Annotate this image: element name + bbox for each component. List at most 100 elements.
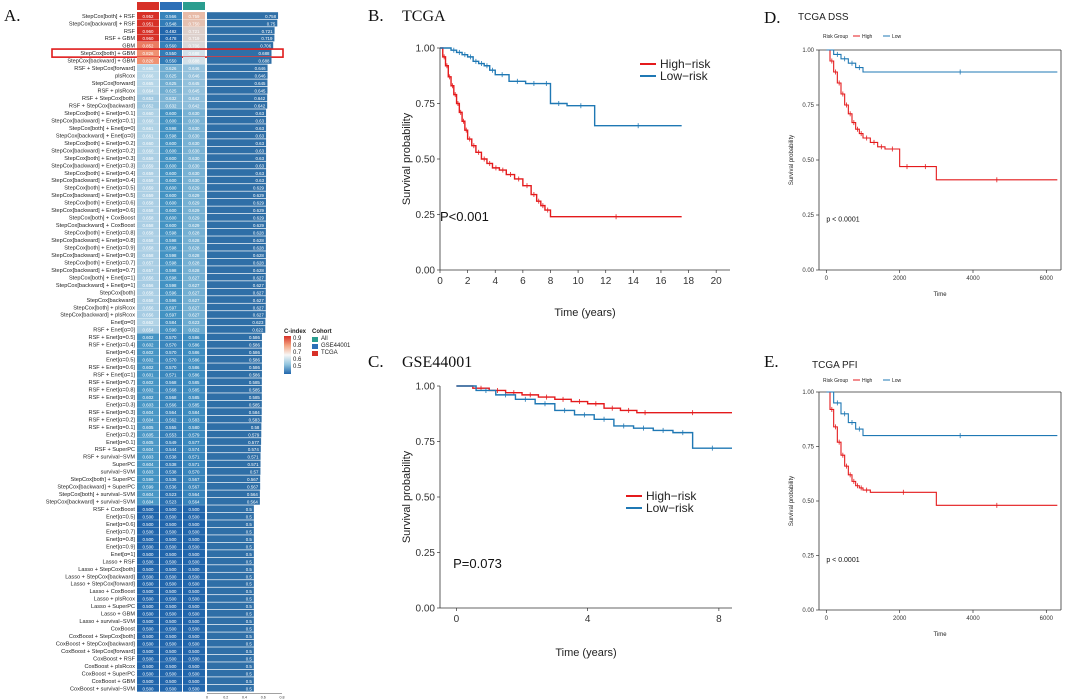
heatmap-cell-value: 0.660 (143, 141, 155, 146)
mean-bar (207, 550, 254, 557)
mean-bar-label: 0.629 (253, 201, 265, 206)
heatmap-row-label: StepCox[backward] + Enet[α=0.6] (51, 208, 135, 214)
heatmap-row-label: StepCox[both] + CoxBoost (69, 216, 136, 222)
heatmap-cell-value: 0.603 (143, 470, 155, 475)
heatmap-cell (183, 176, 205, 184)
km-plot-pfi: 0.00 0.25 0.50 0.75 1.00 0 2000 4000 6000 Time Sur… (783, 370, 1065, 640)
mean-bar (207, 79, 268, 87)
heatmap-cell-value: 0.500 (166, 664, 178, 669)
heatmap-cell-value: 0.598 (166, 268, 178, 273)
heatmap-cell (160, 348, 182, 356)
heatmap-cell-value: 0.560 (166, 44, 178, 49)
heatmap-cell-value: 0.688 (189, 59, 201, 64)
panel-title-e: TCGA PFI (812, 360, 858, 371)
heatmap-row-label: CoxBoost + plsRcox (84, 664, 135, 670)
mean-bar-label: 0.567 (247, 485, 259, 490)
heatmap-cell-value: 0.656 (143, 313, 155, 318)
heatmap-cell-value: 0.500 (166, 574, 178, 579)
heatmap-cell (160, 527, 182, 535)
heatmap-cell-value: 0.826 (143, 59, 155, 64)
heatmap-cell-value: 0.597 (166, 313, 178, 318)
heatmap-cell (183, 579, 205, 588)
cohort-swatch (312, 344, 319, 349)
heatmap-cell-value: 0.500 (143, 656, 155, 661)
heatmap-cell (183, 408, 205, 416)
heatmap-cell (183, 71, 205, 79)
heatmap-cell (137, 221, 159, 229)
heatmap-cell (183, 542, 205, 550)
heatmap-cell (160, 617, 182, 625)
heatmap-cell (183, 662, 205, 670)
mean-bar (207, 572, 254, 580)
heatmap-row-label: CoxBoost + survival−SVM (70, 686, 135, 692)
mean-bar (207, 228, 266, 236)
y-tick-label: 1.00 (416, 44, 436, 55)
heatmap-cell-value: 0.586 (189, 373, 201, 378)
mean-bar-label: 0.5 (246, 634, 253, 639)
mean-bar-label: 0.63 (256, 133, 265, 138)
heatmap-cell-value: 0.600 (166, 111, 178, 116)
heatmap-cell (137, 198, 159, 206)
mean-bar-label: 0.586 (249, 343, 261, 348)
heatmap-cell-value: 0.602 (143, 350, 155, 355)
heatmap-cell (183, 535, 205, 543)
mean-bar (207, 610, 254, 617)
heatmap-cell-value: 0.500 (189, 522, 201, 527)
mean-bar-label: 0.629 (253, 216, 265, 221)
mean-bar-label: 0.5 (246, 559, 253, 564)
heatmap-cell (160, 385, 182, 393)
heatmap-cell (160, 422, 182, 431)
heatmap-cell (183, 572, 205, 580)
heatmap-cell (160, 266, 182, 274)
heatmap-cell-value: 0.625 (166, 89, 178, 94)
heatmap-cell-value: 0.658 (143, 290, 155, 295)
heatmap-cell (137, 647, 159, 655)
heatmap-cell (137, 139, 159, 147)
heatmap-row-label: RSF + StepCox[backward] (69, 103, 136, 109)
heatmap-cell-value: 0.500 (166, 582, 178, 587)
mean-bar (207, 624, 254, 632)
mean-bar-label: 0.5 (246, 619, 253, 624)
heatmap-cell (183, 258, 205, 266)
heatmap-cell-value: 0.628 (189, 253, 201, 258)
mean-bar (207, 505, 254, 513)
heatmap-cell-value: 0.555 (166, 425, 178, 430)
heatmap-cell (137, 34, 159, 42)
heatmap-cell-value: 0.661 (143, 126, 155, 131)
legend-title: Risk Group (823, 378, 848, 384)
heatmap-cell-value: 0.630 (189, 141, 201, 146)
mean-bar (207, 669, 254, 677)
heatmap-cell (160, 452, 182, 461)
heatmap-cell-value: 0.657 (143, 260, 155, 265)
heatmap-cell-value: 0.600 (166, 223, 178, 228)
mean-bar-label: 0.623 (252, 320, 264, 325)
heatmap-row-label: Enet[α=0.5] (106, 514, 135, 520)
heatmap-cell-value: 0.500 (189, 537, 201, 542)
heatmap-cell (160, 564, 182, 573)
heatmap-cell (160, 191, 182, 199)
heatmap-cell (137, 49, 159, 57)
heatmap-cell (137, 273, 159, 281)
heatmap-cell (137, 594, 159, 603)
heatmap-cell (160, 251, 182, 259)
heatmap-cell (137, 206, 159, 214)
heatmap-cell-value: 0.602 (143, 395, 155, 400)
heatmap-cell-value: 0.630 (189, 126, 201, 131)
mean-bar-label: 0.645 (254, 89, 266, 94)
mean-bar-label: 0.758 (265, 14, 277, 19)
heatmap-cell (183, 497, 205, 505)
heatmap-cell (183, 393, 205, 401)
heatmap-cell (183, 131, 205, 139)
heatmap-cell (160, 445, 182, 453)
heatmap-cell (160, 318, 182, 326)
heatmap-cell-value: 0.688 (189, 51, 201, 56)
heatmap-cell-value: 0.550 (166, 51, 178, 56)
heatmap-row-label: StepCox[backward] + Enet[α=0.3] (51, 163, 135, 169)
panel-title-b: TCGA (402, 8, 446, 25)
mean-bar (207, 340, 262, 348)
heatmap-cell (160, 632, 182, 640)
heatmap-cell (137, 408, 159, 416)
mean-bar (207, 169, 267, 176)
mean-bar (207, 71, 268, 79)
mean-bar (207, 161, 267, 169)
